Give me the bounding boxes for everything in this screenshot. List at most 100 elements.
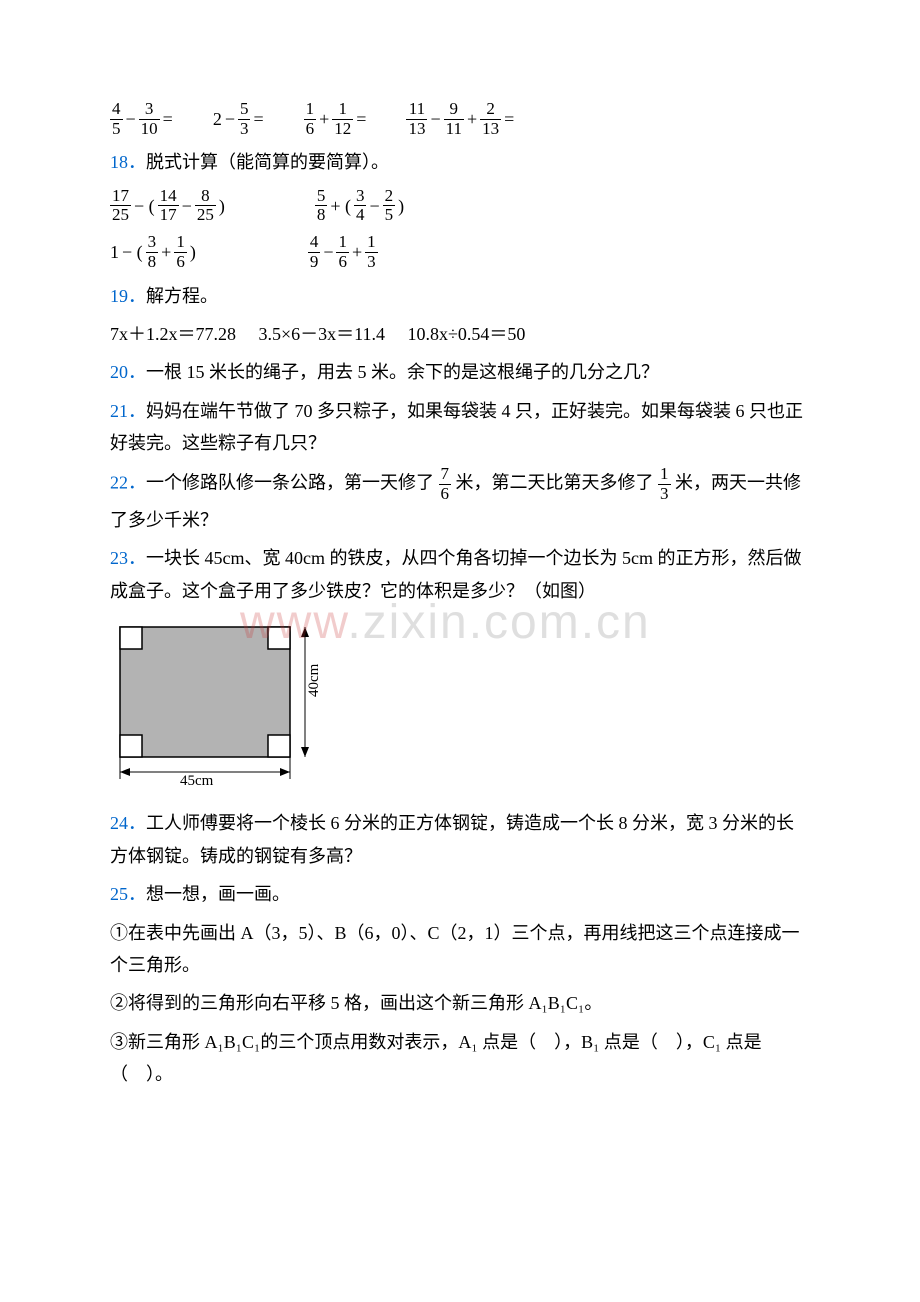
question-text: 工人师傅要将一个棱长 6 分米的正方体钢锭，铸造成一个长 8 分米，宽 3 分米… — [110, 813, 794, 865]
question-number: 20． — [110, 362, 146, 382]
equals: = — [504, 103, 514, 135]
fraction: 16 — [174, 233, 187, 271]
q25-sub2: ②将得到的三角形向右平移 5 格，画出这个新三角形 A₁B₁C₁。 — [110, 987, 810, 1019]
denominator: 13 — [480, 119, 501, 139]
numerator: 14 — [158, 187, 179, 206]
numerator: 1 — [336, 233, 349, 252]
question-text: 妈妈在端午节做了 70 多只粽子，如果每袋装 4 只，正好装完。如果每袋装 6 … — [110, 401, 803, 453]
denominator: 11 — [444, 119, 464, 139]
question-18: 18．脱式计算（能简算的要简算）。 — [110, 146, 810, 178]
expr-4: 1113 − 911 + 213 = — [406, 100, 514, 138]
expr-18a2: 58 + ( 34 − 25 ) — [315, 187, 404, 225]
operator: − — [225, 103, 235, 135]
constant: 1 — [110, 236, 119, 268]
fraction: 13 — [365, 233, 378, 271]
question-number: 25． — [110, 884, 146, 904]
denominator: 6 — [336, 252, 349, 272]
numerator: 11 — [407, 100, 427, 119]
question-22: 22．一个修路队修一条公路，第一天修了 76 米，第二天比第天多修了 13 米，… — [110, 465, 810, 536]
constant: 2 — [213, 103, 222, 135]
dim-label-w: 45cm — [180, 773, 214, 787]
numerator: 1 — [174, 233, 187, 252]
fraction: 53 — [238, 100, 251, 138]
fraction: 45 — [110, 100, 123, 138]
numerator: 4 — [308, 233, 321, 252]
equals: = — [163, 103, 173, 135]
numerator: 1 — [365, 233, 378, 252]
numerator: 17 — [110, 187, 131, 206]
corner-cut-tl — [120, 627, 142, 649]
denominator: 13 — [406, 119, 427, 139]
denominator: 8 — [146, 252, 159, 272]
close-paren: ) — [219, 190, 225, 222]
fraction: 38 — [146, 233, 159, 271]
fraction: 1417 — [158, 187, 179, 225]
operator: − — [323, 236, 333, 268]
operator: − — [369, 190, 379, 222]
denominator: 3 — [238, 119, 251, 139]
main-rect — [120, 627, 290, 757]
question-25: 25．想一想，画一画。 — [110, 878, 810, 910]
expr-18b1: 1 − ( 38 + 16 ) — [110, 233, 196, 271]
operator: + — [319, 103, 329, 135]
question-text: 解方程。 — [146, 286, 218, 306]
q18-row-b: 1 − ( 38 + 16 ) 49 − 16 + 13 — [110, 233, 810, 271]
operator: − — [126, 103, 136, 135]
arrow-left-icon — [120, 768, 130, 776]
denominator: 3 — [365, 252, 378, 272]
fraction: 16 — [336, 233, 349, 271]
question-text: 一块长 45cm、宽 40cm 的铁皮，从四个角各切掉一个边长为 5cm 的正方… — [110, 548, 801, 600]
fraction: 112 — [332, 100, 353, 138]
fraction: 825 — [195, 187, 216, 225]
equals: = — [253, 103, 263, 135]
question-number: 23． — [110, 548, 146, 568]
denominator: 5 — [383, 205, 396, 225]
denominator: 12 — [332, 119, 353, 139]
fraction: 16 — [304, 100, 317, 138]
box-figure: 40cm 45cm — [110, 617, 810, 797]
denominator: 10 — [139, 119, 160, 139]
question-24: 24．工人师傅要将一个棱长 6 分米的正方体钢锭，铸造成一个长 8 分米，宽 3… — [110, 807, 810, 872]
expr-18a1: 1725 − ( 1417 − 825 ) — [110, 187, 225, 225]
operator: + — [352, 236, 362, 268]
question-text-2: 米，第二天比第天多修了 — [456, 473, 654, 493]
expr-1: 45 − 310 = — [110, 100, 173, 138]
numerator: 5 — [315, 187, 328, 206]
numerator: 2 — [484, 100, 497, 119]
fraction: 13 — [658, 465, 671, 503]
question-number: 19． — [110, 286, 146, 306]
equals: = — [356, 103, 366, 135]
figure-svg: 40cm 45cm — [110, 617, 350, 787]
question-number: 21． — [110, 401, 146, 421]
question-text: 一根 15 米长的绳子，用去 5 米。余下的是这根绳子的几分之几？ — [146, 362, 659, 382]
operator: − — [182, 190, 192, 222]
numerator: 7 — [439, 465, 452, 484]
denominator: 6 — [174, 252, 187, 272]
question-19: 19．解方程。 — [110, 280, 810, 312]
expr-3: 16 + 112 = — [304, 100, 367, 138]
numerator: 3 — [146, 233, 159, 252]
dim-label-h: 40cm — [306, 663, 322, 697]
operator: + ( — [330, 190, 351, 222]
denominator: 9 — [308, 252, 321, 272]
question-number: 24． — [110, 813, 146, 833]
fraction: 1725 — [110, 187, 131, 225]
numerator: 9 — [448, 100, 461, 119]
question-text-1: 一个修路队修一条公路，第一天修了 — [146, 473, 434, 493]
denominator: 25 — [110, 205, 131, 225]
arrow-down-icon — [301, 747, 309, 757]
question-23: 23．一块长 45cm、宽 40cm 的铁皮，从四个角各切掉一个边长为 5cm … — [110, 542, 810, 607]
numerator: 2 — [383, 187, 396, 206]
numerator: 5 — [238, 100, 251, 119]
denominator: 4 — [354, 205, 367, 225]
question-number: 18． — [110, 152, 146, 172]
denominator: 3 — [658, 484, 671, 504]
numerator: 3 — [143, 100, 156, 119]
corner-cut-br — [268, 735, 290, 757]
fraction: 58 — [315, 187, 328, 225]
q25-sub3: ③新三角形 A₁B₁C₁的三个顶点用数对表示，A₁ 点是（ ），B₁ 点是（ ）… — [110, 1026, 810, 1091]
operator: + — [467, 103, 477, 135]
fraction: 34 — [354, 187, 367, 225]
corner-cut-tr — [268, 627, 290, 649]
equation-row-1: 45 − 310 = 2 − 53 = 16 + 112 = 1113 − 91… — [110, 100, 810, 138]
